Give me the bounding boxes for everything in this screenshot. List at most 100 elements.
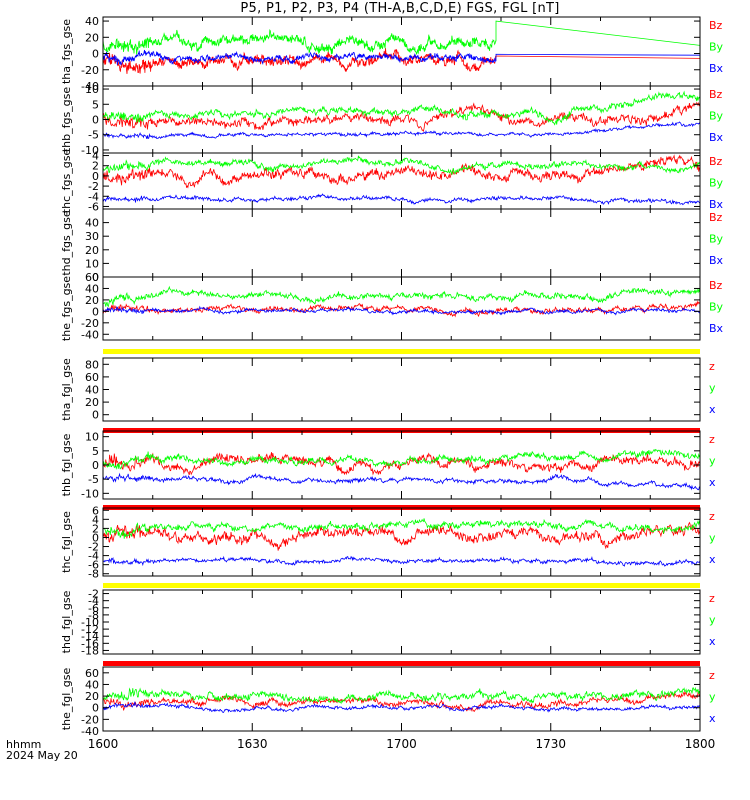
series-z-panel-7 xyxy=(103,452,700,476)
series-Bz-panel-5 xyxy=(103,300,700,318)
y-tick-label-2-4: -10 xyxy=(81,144,99,157)
y-tick-label-6-0: 80 xyxy=(85,358,99,371)
x-tick-label-2: 1700 xyxy=(386,737,417,751)
legend-Bz-panel-1: Bz xyxy=(709,19,723,32)
series-x-panel-8 xyxy=(103,555,700,567)
y-axis-label-9: thd_fgl_gse xyxy=(60,590,73,653)
y-axis-label-7: thb_fgl_gse xyxy=(60,433,73,496)
legend-By-panel-3: By xyxy=(709,177,724,190)
legend-By-panel-4: By xyxy=(709,233,724,246)
legend-z-panel-10: z xyxy=(709,669,715,682)
legend-Bx-panel-2: Bx xyxy=(709,131,724,144)
legend-x-panel-10: x xyxy=(709,712,716,725)
series-x-panel-10 xyxy=(103,701,700,713)
chart-title: P5, P1, P2, P3, P4 (TH-A,B,C,D,E) FGS, F… xyxy=(240,1,560,16)
y-tick-label-1-4: -40 xyxy=(81,80,99,93)
y-axis-label-8: thc_fgl_gse xyxy=(60,511,73,573)
series-Bx-panel-1 xyxy=(103,49,700,66)
y-tick-label-7-2: 0 xyxy=(92,459,99,472)
series-x-panel-7 xyxy=(103,472,700,491)
y-tick-label-4-3: 10 xyxy=(85,257,99,270)
y-tick-label-4-4: 0 xyxy=(92,271,99,284)
y-tick-label-7-0: 10 xyxy=(85,431,99,444)
y-tick-label-8-4: -2 xyxy=(88,541,99,554)
legend-z-panel-7: z xyxy=(709,433,715,446)
legend-y-panel-10: y xyxy=(709,691,716,704)
panel-frame-1 xyxy=(102,16,701,87)
series-Bz-panel-1 xyxy=(103,47,700,74)
y-tick-label-5-0: 60 xyxy=(85,271,99,284)
y-tick-label-8-3: 0 xyxy=(92,531,99,544)
y-tick-label-4-2: 20 xyxy=(85,244,99,257)
y-tick-label-8-6: -6 xyxy=(88,559,99,572)
y-tick-label-2-1: 5 xyxy=(92,98,99,111)
series-Bx-panel-2 xyxy=(103,121,700,140)
y-tick-label-4-1: 30 xyxy=(85,230,99,243)
y-tick-label-5-5: -40 xyxy=(81,328,99,341)
series-Bx-panel-3 xyxy=(103,193,700,206)
y-tick-label-2-3: -5 xyxy=(88,129,99,142)
y-tick-label-5-2: 20 xyxy=(85,294,99,307)
series-y-panel-8 xyxy=(103,518,700,539)
legend-z-panel-6: z xyxy=(709,360,715,373)
y-tick-label-1-0: 40 xyxy=(85,15,99,28)
y-tick-label-8-2: 2 xyxy=(92,522,99,535)
y-tick-label-9-4: -10 xyxy=(81,616,99,629)
y-tick-label-3-5: -6 xyxy=(88,200,99,213)
panel-frame-4 xyxy=(102,208,701,278)
y-tick-label-9-6: -14 xyxy=(81,630,99,643)
legend-x-panel-9: x xyxy=(709,635,716,648)
legend-y-panel-9: y xyxy=(709,614,716,627)
y-tick-label-6-2: 40 xyxy=(85,384,99,397)
y-tick-label-2-2: 0 xyxy=(92,114,99,127)
y-tick-label-3-0: 4 xyxy=(92,150,99,163)
series-By-panel-1 xyxy=(103,20,700,55)
y-tick-label-9-3: -8 xyxy=(88,609,99,622)
series-Bz-panel-2 xyxy=(103,101,700,133)
legend-z-panel-9: z xyxy=(709,592,715,605)
x-tick-label-1: 1630 xyxy=(237,737,268,751)
x-tick-label-3: 1730 xyxy=(535,737,566,751)
y-tick-label-3-1: 2 xyxy=(92,160,99,173)
y-tick-label-10-4: -20 xyxy=(81,713,99,726)
panel-frame-8 xyxy=(102,507,701,577)
legend-Bx-panel-4: Bx xyxy=(709,254,724,267)
y-tick-label-10-2: 20 xyxy=(85,690,99,703)
y-tick-label-5-1: 40 xyxy=(85,282,99,295)
y-tick-label-10-3: 0 xyxy=(92,702,99,715)
y-tick-label-3-2: 0 xyxy=(92,170,99,183)
y-axis-label-6: tha_fgl_gse xyxy=(60,358,73,421)
y-tick-label-3-4: -4 xyxy=(88,190,99,203)
legend-x-panel-8: x xyxy=(709,553,716,566)
y-tick-label-1-1: 20 xyxy=(85,31,99,44)
y-tick-label-7-3: -5 xyxy=(88,473,99,486)
y-tick-label-5-4: -20 xyxy=(81,317,99,330)
y-tick-label-6-4: 0 xyxy=(92,409,99,422)
legend-Bz-panel-5: Bz xyxy=(709,279,723,292)
series-By-panel-3 xyxy=(103,155,700,176)
y-tick-label-4-0: 40 xyxy=(85,217,99,230)
legend-By-panel-1: By xyxy=(709,41,724,54)
y-tick-label-8-0: 6 xyxy=(92,504,99,517)
y-axis-label-4: thd_fgs_gse xyxy=(60,210,73,276)
series-y-panel-7 xyxy=(103,448,700,470)
x-tick-label-0: 1600 xyxy=(88,737,119,751)
y-tick-label-5-3: 0 xyxy=(92,305,99,318)
legend-Bx-panel-5: Bx xyxy=(709,322,724,335)
y-tick-label-6-1: 60 xyxy=(85,371,99,384)
time-axis-label: hhmm xyxy=(6,738,42,751)
y-tick-label-10-1: 40 xyxy=(85,678,99,691)
y-tick-label-9-5: -12 xyxy=(81,623,99,636)
status-bar-4 xyxy=(103,349,700,354)
y-axis-label-10: the_fgl_gse xyxy=(60,668,73,731)
series-y-panel-10 xyxy=(103,686,700,705)
y-axis-label-1: tha_fgs_gse xyxy=(60,19,73,84)
legend-By-panel-5: By xyxy=(709,301,724,314)
y-tick-label-9-8: -18 xyxy=(81,644,99,657)
y-tick-label-9-1: -4 xyxy=(88,595,99,608)
date-label: 2024 May 20 xyxy=(6,749,78,762)
x-tick-label-4: 1800 xyxy=(685,737,716,751)
y-tick-label-2-0: 10 xyxy=(85,83,99,96)
y-tick-label-7-4: -10 xyxy=(81,487,99,500)
